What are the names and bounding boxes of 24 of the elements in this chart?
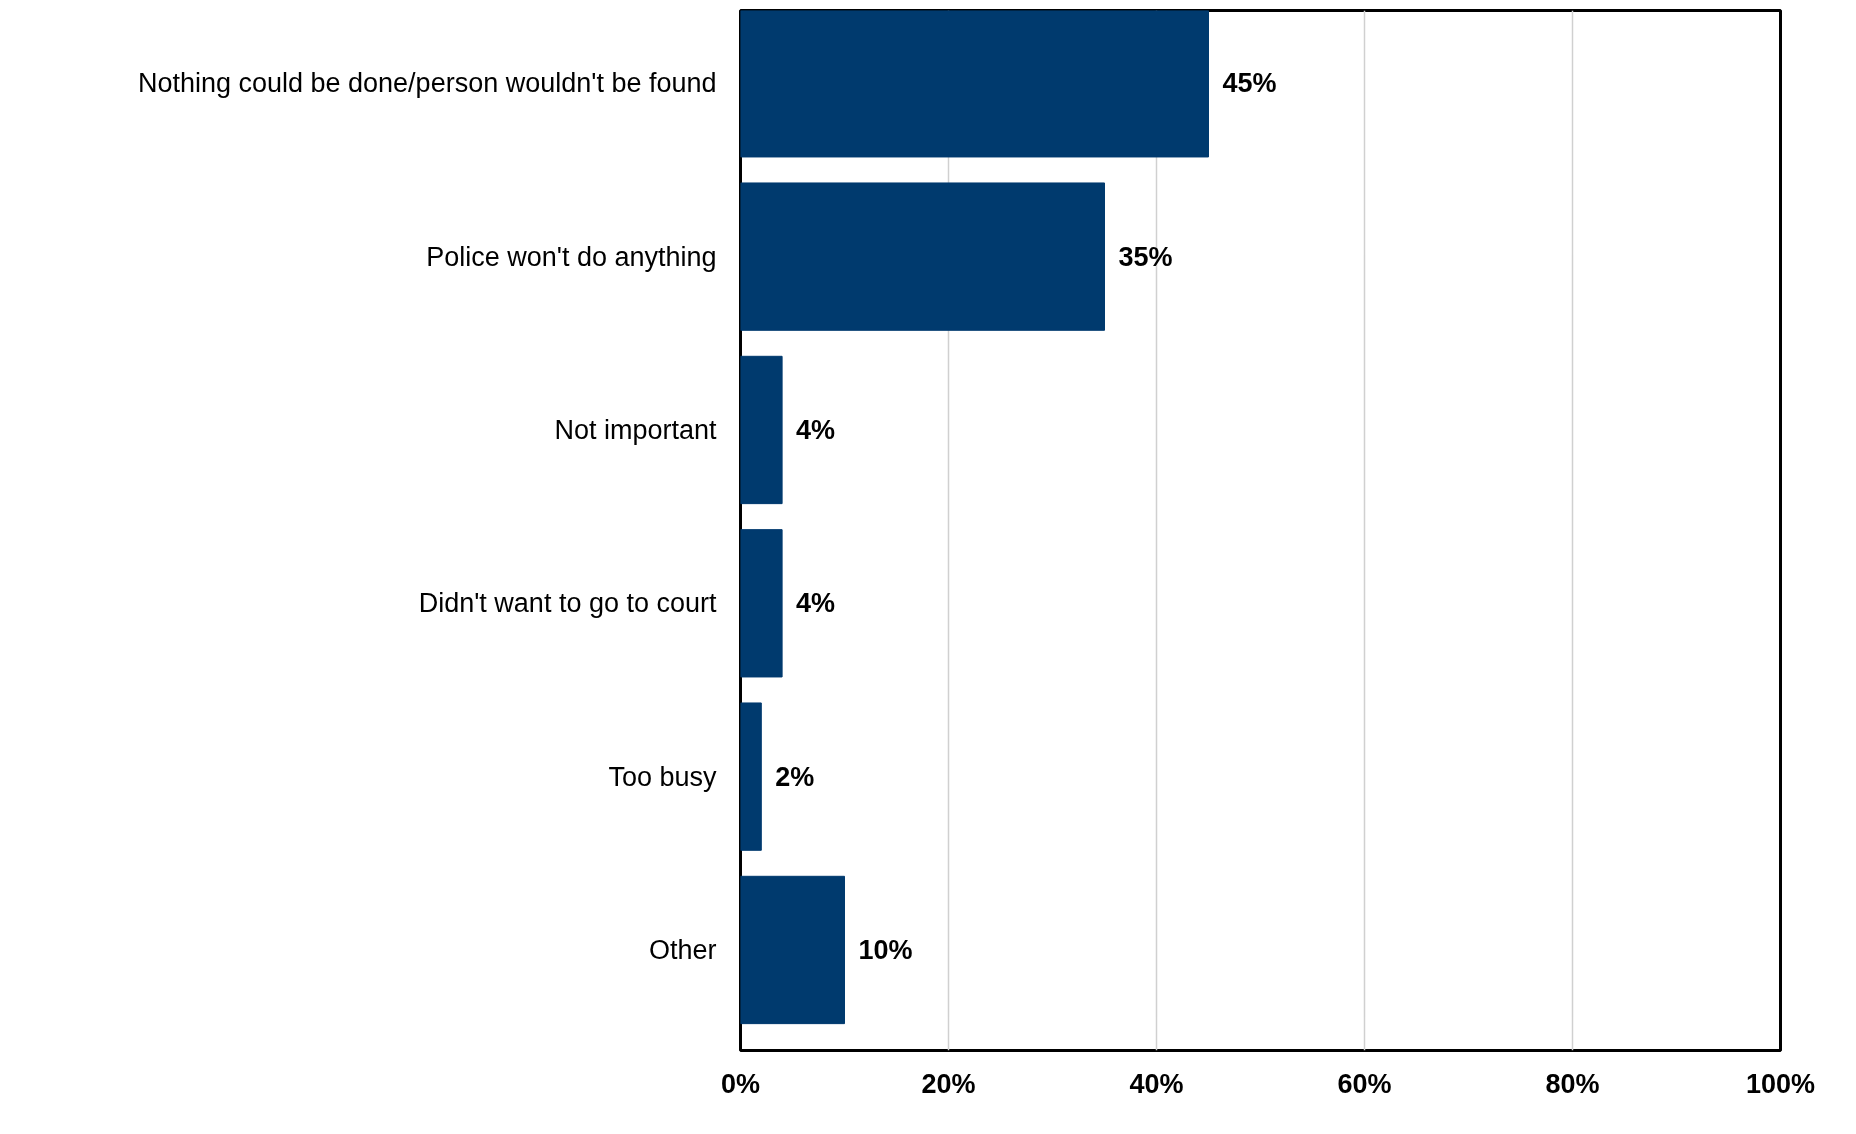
- y-tick-label: Nothing could be done/person wouldn't be found: [137, 68, 717, 99]
- data-label: 4%: [796, 414, 836, 445]
- y-tick-label: Too busy: [608, 761, 717, 792]
- x-tick-label: 40%: [1129, 1068, 1184, 1099]
- y-tick-label: Police won't do anything: [426, 241, 717, 272]
- bar: [740, 875, 845, 1025]
- data-label: 2%: [775, 761, 815, 792]
- x-tick-label: 100%: [1745, 1068, 1816, 1099]
- bar: [740, 355, 783, 505]
- data-label: 4%: [796, 588, 836, 619]
- bar: [740, 529, 783, 678]
- y-tick-label: Not important: [554, 414, 717, 445]
- x-tick-label: 20%: [921, 1068, 976, 1099]
- x-tick-label: 60%: [1337, 1068, 1392, 1099]
- x-tick-label: 80%: [1545, 1068, 1600, 1099]
- y-tick-label: Didn't want to go to court: [418, 588, 717, 619]
- bar: [740, 182, 1105, 331]
- data-label: 10%: [858, 934, 913, 965]
- data-label: 35%: [1118, 241, 1173, 272]
- x-tick-label: 0%: [720, 1068, 761, 1099]
- y-tick-label: Other: [648, 934, 717, 965]
- bar: [740, 702, 762, 851]
- data-label: 45%: [1222, 68, 1277, 99]
- bar: [740, 10, 1209, 158]
